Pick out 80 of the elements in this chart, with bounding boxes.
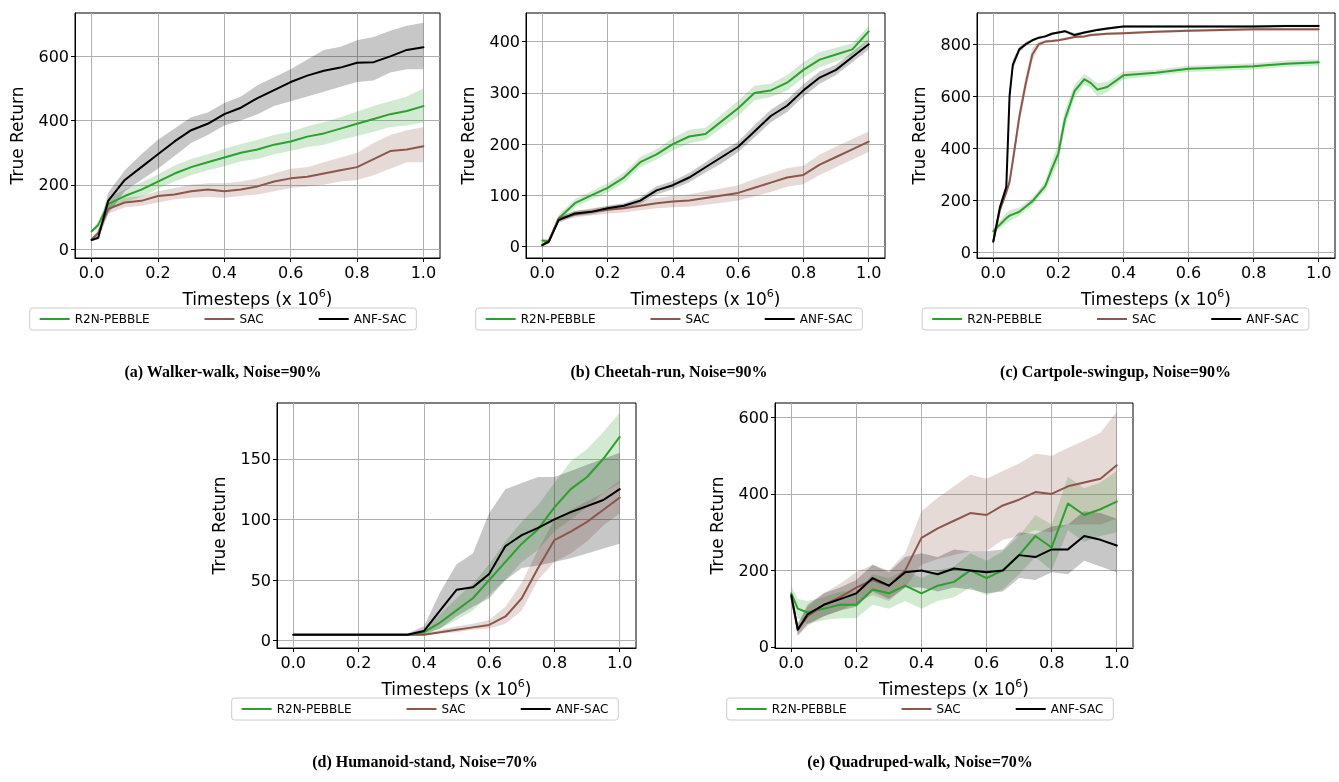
- legend-label: R2N-PEBBLE: [276, 702, 352, 716]
- y-tick-label: 400: [940, 138, 971, 158]
- y-tick-label: 400: [38, 111, 69, 131]
- y-tick-label: 0: [58, 239, 69, 259]
- legend-label: ANF-SAC: [799, 312, 853, 326]
- x-tick-label: 0.6: [277, 262, 304, 282]
- legend-label: SAC: [936, 702, 961, 716]
- y-tick-label: 0: [260, 631, 271, 651]
- x-tick-label: 0.6: [1175, 262, 1202, 282]
- legend-label: ANF-SAC: [1246, 312, 1299, 326]
- x-tick-label: 0.8: [1038, 652, 1065, 672]
- line-series: [790, 500, 1118, 614]
- x-tick-label: 0.0: [529, 262, 556, 282]
- y-tick-label: 200: [940, 190, 971, 210]
- y-tick-label: 400: [489, 32, 520, 52]
- x-tick-label: 0.4: [660, 262, 686, 282]
- legend-label: ANF-SAC: [353, 312, 407, 326]
- x-tick-label: 0.0: [980, 262, 1006, 282]
- y-axis-title: True Return: [457, 86, 478, 186]
- x-tick-label: 0.2: [594, 262, 621, 282]
- x-tick-label: 0.8: [790, 262, 817, 282]
- x-tick-label: 0.0: [280, 652, 307, 672]
- x-tick-label: 1.0: [855, 262, 882, 282]
- x-tick-label: 0.4: [908, 652, 935, 672]
- y-tick-label: 600: [940, 86, 971, 106]
- y-tick-label: 150: [240, 449, 271, 469]
- x-tick-label: 0.0: [78, 262, 105, 282]
- text: (c) Cartpole-swingup, Noise=90%: [1000, 362, 1231, 381]
- y-axis-title: True Return: [208, 476, 229, 576]
- x-tick-label: 1.0: [1306, 262, 1332, 282]
- legend-label: R2N-PEBBLE: [74, 312, 150, 326]
- x-tick-label: 1.0: [606, 652, 633, 672]
- line-series: [90, 145, 425, 241]
- legend-label: SAC: [239, 312, 264, 326]
- y-tick-label: 600: [38, 46, 69, 66]
- y-tick-label: 0: [509, 237, 520, 257]
- y-axis-title: True Return: [6, 86, 27, 186]
- text: (d) Humanoid-stand, Noise=70%: [312, 752, 538, 771]
- x-tick-label: 0.8: [1240, 262, 1267, 282]
- text: (e) Quadruped-walk, Noise=70%: [807, 752, 1033, 771]
- y-tick-label: 0: [758, 637, 769, 657]
- y-axis-title: True Return: [706, 476, 727, 576]
- y-tick-label: 200: [738, 560, 769, 580]
- x-tick-label: 0.8: [541, 652, 568, 672]
- text: (b) Cheetah-run, Noise=90%: [570, 362, 768, 381]
- x-tick-label: 1.0: [1104, 652, 1130, 672]
- legend-label: R2N-PEBBLE: [520, 312, 596, 326]
- x-tick-label: 0.6: [476, 652, 502, 672]
- y-tick-label: 0: [960, 242, 971, 262]
- x-tick-label: 0.4: [411, 652, 437, 672]
- y-axis-title: True Return: [908, 86, 929, 186]
- y-tick-label: 50: [250, 570, 271, 590]
- x-tick-label: 1.0: [410, 262, 437, 282]
- x-tick-label: 0.6: [973, 652, 1000, 672]
- x-tick-label: 0.4: [211, 262, 238, 282]
- line-series: [790, 535, 1118, 631]
- legend-label: ANF-SAC: [555, 702, 609, 716]
- y-tick-label: 200: [489, 134, 520, 154]
- y-tick-label: 100: [489, 185, 520, 205]
- y-tick-label: 600: [738, 408, 769, 428]
- x-tick-label: 0.2: [345, 652, 372, 672]
- y-tick-label: 100: [240, 509, 271, 529]
- x-tick-label: 0.4: [1110, 262, 1137, 282]
- x-tick-label: 0.2: [145, 262, 171, 282]
- x-tick-label: 0.2: [843, 652, 870, 672]
- legend-label: ANF-SAC: [1050, 702, 1104, 716]
- x-tick-label: 0.8: [344, 262, 370, 282]
- x-tick-label: 0.2: [1045, 262, 1072, 282]
- x-tick-label: 0.6: [725, 262, 751, 282]
- y-tick-label: 300: [489, 83, 520, 103]
- y-tick-label: 800: [940, 34, 971, 54]
- y-tick-label: 200: [38, 175, 69, 195]
- text: (a) Walker-walk, Noise=90%: [124, 362, 322, 381]
- legend-label: R2N-PEBBLE: [967, 312, 1042, 326]
- x-tick-label: 0.0: [778, 652, 804, 672]
- legend-label: SAC: [685, 312, 710, 326]
- legend-label: SAC: [441, 702, 466, 716]
- y-tick-label: 400: [738, 484, 769, 504]
- legend-label: SAC: [1131, 312, 1157, 326]
- legend-label: R2N-PEBBLE: [771, 702, 847, 716]
